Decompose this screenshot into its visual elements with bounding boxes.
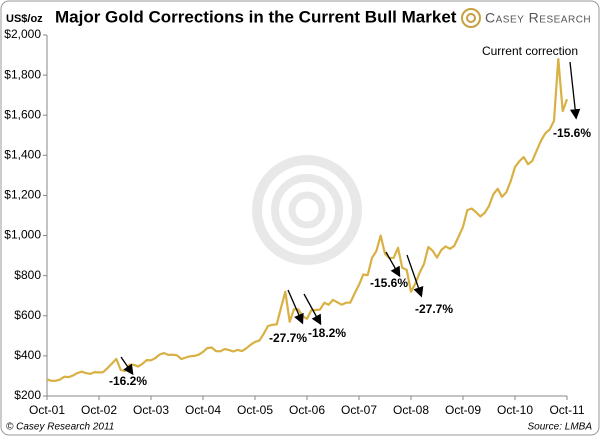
price-line	[46, 58, 569, 382]
y-tick-label: $1,000	[4, 228, 41, 242]
y-tick-label: $1,800	[4, 67, 41, 81]
y-tick-label: $600	[14, 308, 41, 322]
x-tick-label: Oct-09	[445, 403, 481, 417]
y-tick-label: $200	[14, 388, 41, 402]
x-tick-label: Oct-01	[29, 403, 65, 417]
y-tick-label: $2,000	[4, 27, 41, 41]
arrow	[303, 293, 322, 326]
arrow	[385, 251, 401, 278]
y-tick-label: $400	[14, 348, 41, 362]
watermark	[252, 155, 362, 265]
annotation: Current correction	[482, 44, 578, 58]
annotation: -27.7%	[269, 331, 307, 345]
brand: Casey Research	[485, 10, 591, 26]
x-tick-label: Oct-11	[549, 403, 584, 417]
x-tick-label: Oct-10	[497, 403, 533, 417]
y-tick-label: $1,200	[4, 188, 41, 202]
x-tick-label: Oct-05	[237, 403, 273, 417]
annotation: -27.7%	[415, 302, 453, 316]
x-tick-label: Oct-02	[81, 403, 117, 417]
y-tick-label: $800	[14, 268, 41, 282]
copyright: © Casey Research 2011	[6, 422, 114, 433]
arrow	[287, 289, 304, 325]
source: Source: LMBA	[528, 422, 593, 433]
y-axis-label: US$/oz	[6, 13, 43, 25]
y-tick-label: $1,400	[4, 148, 41, 162]
annotation: -15.6%	[370, 276, 408, 290]
logo: Casey Research	[461, 8, 591, 28]
x-tick-label: Oct-08	[393, 403, 429, 417]
arrow	[569, 61, 581, 120]
arrow	[406, 254, 424, 298]
x-tick-label: Oct-04	[185, 403, 221, 417]
x-tick-label: Oct-06	[289, 403, 325, 417]
arrow	[120, 356, 134, 376]
annotation: -15.6%	[553, 126, 591, 140]
annotation: -16.2%	[109, 374, 147, 388]
y-tick-label: $1,600	[4, 107, 41, 121]
chart-title: Major Gold Corrections in the Current Bu…	[55, 7, 457, 26]
x-tick-label: Oct-07	[341, 403, 377, 417]
x-tick-label: Oct-03	[133, 403, 169, 417]
annotation: -18.2%	[308, 326, 346, 340]
